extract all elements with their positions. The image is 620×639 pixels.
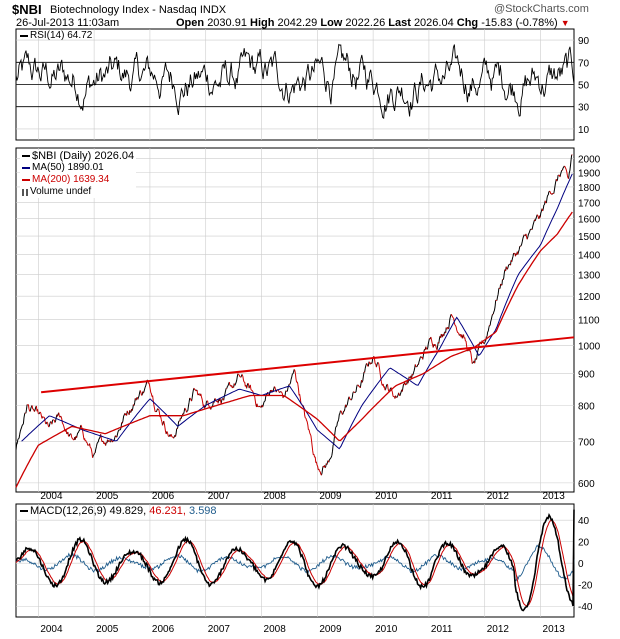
x-axis: 2004 2004 2005 2005 2006 2006 2007 2007 2008 2008… xyxy=(40,491,565,635)
open-label: Open xyxy=(176,17,205,29)
legend-item-price: $NBI (Daily) 2026.04 xyxy=(22,150,134,162)
legend-item-ma200: MA(200) 1639.34 xyxy=(22,174,134,186)
x-tick-label-macd: 2012 xyxy=(487,624,510,635)
legend-swatch-price xyxy=(22,155,30,157)
macd-legend-name: MACD(12,26,9) xyxy=(30,505,107,517)
x-tick-label-macd: 2004 xyxy=(40,624,63,635)
rsi-tick-label: 90 xyxy=(578,36,590,47)
price-line-down xyxy=(24,154,573,476)
macd-legend-swatch xyxy=(20,510,28,512)
price-tick-label: 1600 xyxy=(578,215,601,226)
x-tick-label-price: 2007 xyxy=(208,491,231,502)
x-tick-label-macd: 2007 xyxy=(208,624,231,635)
price-tick-label: 1700 xyxy=(578,198,601,209)
x-tick-label-macd: 2010 xyxy=(375,624,398,635)
x-tick-label-price: 2006 xyxy=(152,491,175,502)
last-label: Last xyxy=(388,17,411,29)
rsi-line xyxy=(15,43,575,120)
watermark: @StockCharts.com xyxy=(494,3,589,15)
quote-date: 26-Jul-2013 11:03am xyxy=(16,17,120,29)
rsi-legend-swatch xyxy=(20,35,28,37)
legend-item-ma50: MA(50) 1890.01 xyxy=(22,162,134,174)
high-label: High xyxy=(250,17,275,29)
low-value: 2022.26 xyxy=(345,17,386,29)
legend-text-ma50: MA(50) 1890.01 xyxy=(32,162,104,173)
price-tick-label: 1000 xyxy=(578,341,601,352)
macd-tick-label: 0 xyxy=(578,559,584,570)
macd-legend-value: 49.829, xyxy=(109,505,147,517)
macd-tick-label: -40 xyxy=(578,602,593,613)
macd-line xyxy=(15,509,575,612)
price-tick-label: 1300 xyxy=(578,271,601,282)
chg-label: Chg xyxy=(456,17,479,29)
x-tick-label-price: 2013 xyxy=(543,491,566,502)
x-tick-label-macd: 2008 xyxy=(264,624,287,635)
symbol: $NBI xyxy=(12,2,42,17)
legend-text-price: $NBI (Daily) 2026.04 xyxy=(32,150,135,162)
x-tick-label-price: 2008 xyxy=(264,491,287,502)
macd-tick-label: 20 xyxy=(578,538,590,549)
chg-value: -15.83 (-0.78%) xyxy=(481,17,558,29)
x-tick-label-macd: 2005 xyxy=(96,624,119,635)
x-tick-label-macd: 2009 xyxy=(319,624,342,635)
ma50-line xyxy=(21,173,573,450)
macd-histogram-line xyxy=(15,544,575,582)
macd-frame xyxy=(15,503,575,618)
x-tick-label-price: 2004 xyxy=(40,491,63,502)
price-tick-label: 1900 xyxy=(578,168,601,179)
price-frame xyxy=(15,147,575,493)
price-tick-label: 1800 xyxy=(578,183,601,194)
macd-legend: MACD(12,26,9) 49.829, 46.231, 3.598 xyxy=(20,505,217,517)
rsi-legend-text: RSI(14) 64.72 xyxy=(30,30,93,41)
price-legend: $NBI (Daily) 2026.04 MA(50) 1890.01 MA(2… xyxy=(20,150,137,198)
x-tick-label-macd: 2006 xyxy=(152,624,175,635)
x-tick-label-macd: 2013 xyxy=(543,624,566,635)
rsi-panel: 10 30 50 70 90 xyxy=(15,28,590,141)
macd-panel: -40 -20 0 20 40 xyxy=(15,503,593,618)
price-tick-label: 600 xyxy=(578,479,595,490)
x-tick-label-price: 2010 xyxy=(375,491,398,502)
price-tick-label: 1500 xyxy=(578,232,601,243)
price-tick-label: 2000 xyxy=(578,155,601,166)
macd-legend-hist: 3.598 xyxy=(189,505,217,517)
macd-legend-signal: 46.231, xyxy=(149,505,186,517)
price-tick-label: 900 xyxy=(578,370,595,381)
down-arrow-icon: ▼ xyxy=(560,18,570,28)
rsi-legend: RSI(14) 64.72 xyxy=(20,30,92,42)
x-tick-label-price: 2012 xyxy=(487,491,510,502)
open-value: 2030.91 xyxy=(207,17,247,29)
legend-swatch-ma50 xyxy=(22,167,30,169)
rsi-tick-label: 30 xyxy=(578,103,590,114)
last-value: 2026.04 xyxy=(413,17,454,29)
legend-swatch-ma200 xyxy=(22,179,30,181)
price-tick-label: 700 xyxy=(578,437,595,448)
legend-text-volume: Volume undef xyxy=(30,186,92,197)
ma200-line xyxy=(15,211,573,488)
rsi-tick-label: 10 xyxy=(578,125,590,136)
low-label: Low xyxy=(320,17,343,29)
x-tick-label-price: 2011 xyxy=(431,491,453,502)
quote-values: Open 2030.91 High 2042.29 Low 2022.26 La… xyxy=(176,17,570,29)
high-value: 2042.29 xyxy=(277,17,318,29)
macd-tick-label: 40 xyxy=(578,516,590,527)
price-tick-label: 1200 xyxy=(578,292,601,303)
rsi-tick-label: 50 xyxy=(578,81,590,92)
x-tick-label-price: 2005 xyxy=(96,491,119,502)
volume-bars-icon xyxy=(22,188,28,196)
trend-line xyxy=(41,336,575,394)
x-tick-label-macd: 2011 xyxy=(431,624,453,635)
x-tick-label-price: 2009 xyxy=(319,491,342,502)
legend-text-ma200: MA(200) 1639.34 xyxy=(32,174,110,185)
index-name: Biotechnology Index - Nasdaq INDX xyxy=(50,4,227,16)
price-tick-label: 1100 xyxy=(578,316,600,327)
price-tick-label: 800 xyxy=(578,401,595,412)
rsi-tick-label: 70 xyxy=(578,58,590,69)
macd-tick-label: -20 xyxy=(578,581,593,592)
price-panel: 2000 1900 1800 1700 1600 1500 1400 1300 1200 1100… xyxy=(15,147,601,493)
price-tick-label: 1400 xyxy=(578,251,601,262)
legend-item-volume: Volume undef xyxy=(22,186,134,198)
